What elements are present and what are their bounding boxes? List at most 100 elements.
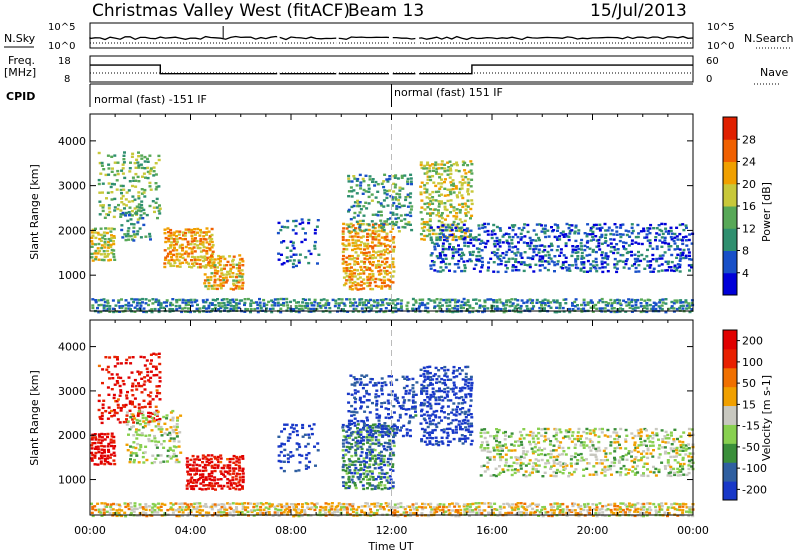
- range-gate-cell: [603, 459, 607, 462]
- range-gate-cell: [162, 415, 166, 419]
- range-gate-cell: [438, 416, 442, 419]
- range-gate-cell: [148, 415, 152, 418]
- range-gate-cell: [519, 307, 523, 310]
- range-gate-cell: [362, 439, 366, 442]
- range-gate-cell: [458, 372, 462, 376]
- range-gate-cell: [125, 423, 129, 426]
- range-gate-cell: [643, 462, 647, 465]
- range-gate-cell: [669, 447, 673, 450]
- range-gate-cell: [184, 301, 188, 305]
- range-gate-cell: [356, 199, 360, 203]
- range-gate-cell: [425, 410, 429, 414]
- range-gate-cell: [389, 448, 393, 451]
- range-gate-cell: [206, 463, 210, 467]
- range-gate-cell: [446, 188, 450, 191]
- range-gate-cell: [580, 248, 583, 251]
- range-gate-cell: [419, 161, 423, 164]
- range-gate-cell: [501, 241, 505, 244]
- range-gate-cell: [377, 441, 381, 444]
- range-gate-cell: [140, 157, 144, 160]
- range-gate-cell: [169, 304, 173, 307]
- range-gate-cell: [588, 429, 592, 432]
- range-gate-cell: [244, 307, 248, 311]
- range-gate-cell: [525, 433, 529, 437]
- range-gate-cell: [112, 253, 116, 256]
- range-gate-cell: [164, 256, 168, 259]
- range-gate-cell: [537, 441, 541, 444]
- range-gate-cell: [431, 378, 435, 381]
- range-gate-cell: [292, 219, 296, 223]
- range-gate-cell: [216, 270, 220, 273]
- range-gate-cell: [371, 278, 375, 281]
- range-gate-cell: [169, 448, 173, 451]
- range-gate-cell: [107, 448, 110, 452]
- range-gate-cell: [277, 258, 281, 261]
- range-gate-cell: [238, 258, 242, 261]
- range-gate-cell: [493, 245, 497, 248]
- range-gate-cell: [460, 369, 464, 372]
- range-gate-cell: [649, 307, 653, 311]
- range-gate-cell: [489, 474, 493, 477]
- range-gate-cell: [498, 453, 502, 456]
- range-gate-cell: [639, 305, 643, 308]
- range-gate-cell: [175, 255, 179, 258]
- range-gate-cell: [341, 423, 345, 427]
- range-gate-cell: [238, 275, 242, 278]
- range-gate-cell: [363, 475, 367, 478]
- range-gate-cell: [540, 224, 544, 227]
- range-gate-cell: [146, 415, 150, 418]
- range-gate-cell: [222, 466, 226, 470]
- range-gate-cell: [358, 173, 362, 177]
- range-gate-cell: [353, 401, 357, 404]
- range-gate-cell: [667, 242, 671, 245]
- range-gate-cell: [129, 445, 133, 448]
- range-gate-cell: [119, 362, 123, 365]
- range-gate-cell: [358, 272, 362, 275]
- range-gate-cell: [600, 297, 604, 301]
- range-gate-cell: [342, 283, 346, 287]
- range-gate-cell: [664, 441, 668, 444]
- range-gate-cell: [454, 217, 458, 221]
- range-gate-cell: [459, 306, 463, 310]
- range-gate-cell: [148, 395, 152, 398]
- range-gate-cell: [374, 457, 378, 460]
- range-gate-cell: [231, 476, 235, 479]
- range-gate-cell: [155, 446, 159, 449]
- range-gate-cell: [639, 428, 643, 431]
- range-gate-cell: [337, 304, 341, 307]
- range-gate-cell: [420, 408, 424, 411]
- range-gate-cell: [105, 197, 108, 200]
- range-gate-cell: [100, 161, 104, 165]
- range-gate-cell: [308, 424, 311, 428]
- range-gate-cell: [592, 266, 596, 269]
- range-gate-cell: [231, 467, 235, 470]
- range-gate-cell: [435, 170, 438, 173]
- range-gate-cell: [492, 304, 495, 308]
- range-gate-cell: [556, 440, 560, 443]
- range-gate-cell: [210, 478, 214, 482]
- range-gate-cell: [179, 414, 183, 417]
- range-gate-cell: [634, 456, 638, 459]
- range-gate-cell: [210, 472, 214, 475]
- range-gate-cell: [663, 251, 667, 254]
- range-gate-cell: [148, 235, 152, 238]
- range-gate-cell: [425, 234, 429, 238]
- range-gate-cell: [389, 230, 393, 233]
- range-gate-cell: [360, 374, 364, 377]
- range-gate-cell: [186, 255, 190, 258]
- range-gate-cell: [389, 452, 393, 455]
- range-gate-cell: [452, 402, 456, 405]
- range-gate-cell: [431, 198, 435, 202]
- range-gate-cell: [540, 434, 543, 437]
- range-gate-cell: [661, 446, 665, 449]
- range-gate-cell: [460, 434, 464, 437]
- range-gate-cell: [214, 299, 218, 302]
- range-gate-cell: [657, 447, 661, 450]
- range-gate-cell: [121, 163, 125, 166]
- range-gate-cell: [149, 391, 153, 394]
- range-gate-cell: [307, 218, 311, 222]
- range-gate-cell: [463, 266, 467, 270]
- range-gate-cell: [356, 222, 360, 226]
- range-gate-cell: [211, 244, 215, 247]
- range-gate-cell: [642, 474, 646, 477]
